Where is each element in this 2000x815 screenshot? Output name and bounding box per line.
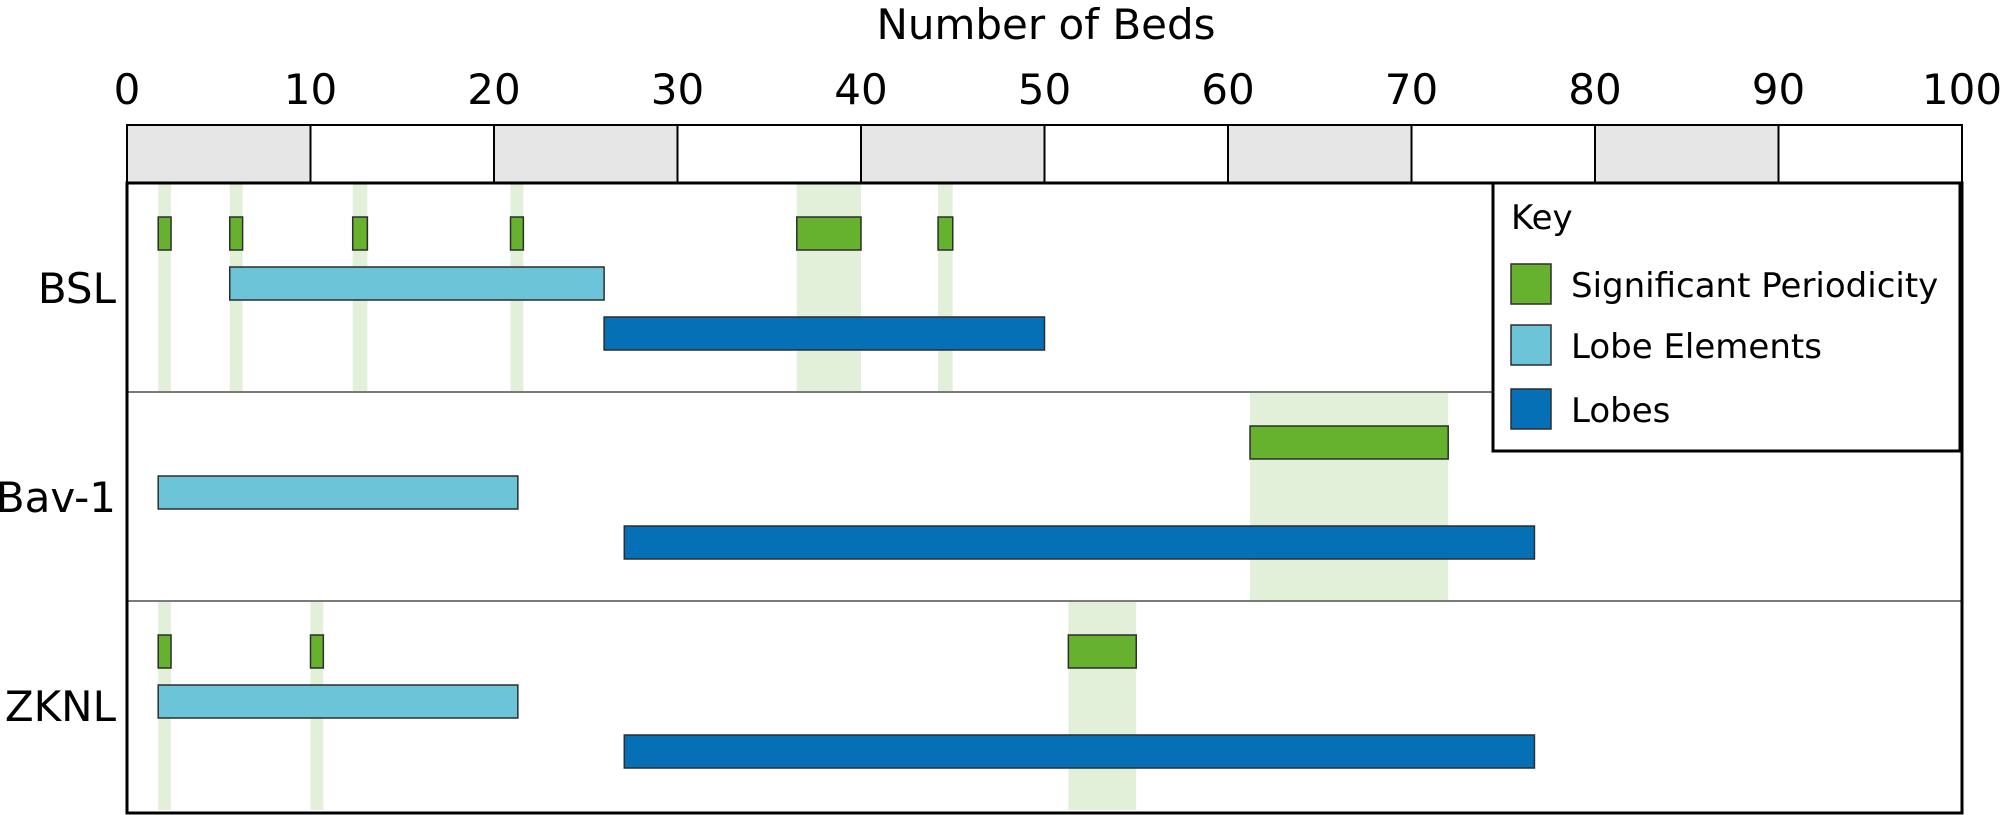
x-tick-label: 0 bbox=[114, 65, 141, 114]
significant-periodicity-bar bbox=[1067, 634, 1137, 669]
x-tick-label: 30 bbox=[651, 65, 704, 114]
scale-segment bbox=[860, 124, 1046, 184]
scale-segment bbox=[1777, 124, 1963, 184]
x-tick-label: 60 bbox=[1201, 65, 1254, 114]
bars bbox=[157, 216, 1536, 769]
significant-periodicity-bar bbox=[1249, 425, 1449, 460]
x-tick-label: 100 bbox=[1922, 65, 2000, 114]
x-tick-label: 70 bbox=[1385, 65, 1438, 114]
legend-label: Lobe Elements bbox=[1571, 327, 1822, 367]
legend-entries: Significant Periodicity Lobe Elements Lobe… bbox=[1510, 263, 1938, 431]
significant-periodicity-bar bbox=[157, 216, 172, 251]
scale-segment bbox=[1043, 124, 1229, 184]
x-axis-title: Number of Beds bbox=[876, 0, 1215, 49]
legend-label: Lobes bbox=[1571, 391, 1670, 431]
scale-bar: 0 10 20 30 40 50 60 70 80 90 100 bbox=[114, 65, 2000, 184]
periodicity-band bbox=[796, 183, 861, 392]
legend-swatch bbox=[1510, 263, 1552, 305]
x-tick-label: 80 bbox=[1568, 65, 1621, 114]
lobe-elements-bar bbox=[157, 475, 519, 510]
lobes-bar bbox=[623, 525, 1536, 560]
scale-segment bbox=[1594, 124, 1780, 184]
periodicity-band bbox=[158, 183, 172, 392]
lobe-elements-bar bbox=[229, 266, 605, 301]
lobes-bar bbox=[623, 734, 1536, 769]
row-labels: BSL Bav-1 ZKNL bbox=[0, 264, 117, 731]
scale-segment bbox=[676, 124, 862, 184]
legend-title: Key bbox=[1511, 198, 1573, 238]
legend-swatch bbox=[1510, 324, 1552, 366]
legend-box bbox=[1491, 181, 1962, 453]
plot-frame bbox=[125, 181, 1964, 815]
significant-periodicity-bar bbox=[351, 216, 369, 251]
significant-periodicity-bar bbox=[309, 634, 325, 669]
row-label: ZKNL bbox=[5, 682, 117, 731]
legend-swatch bbox=[1510, 388, 1552, 430]
plot-border bbox=[125, 181, 1964, 815]
significant-periodicity-bar bbox=[509, 216, 525, 251]
significant-periodicity-bar bbox=[157, 634, 172, 669]
periodicity-band bbox=[938, 183, 953, 392]
legend: Key Significant Periodicity Lobe Elements… bbox=[1491, 181, 1962, 453]
significant-periodicity-bar bbox=[796, 216, 862, 251]
x-tick-label: 90 bbox=[1752, 65, 1805, 114]
x-tick-label: 20 bbox=[467, 65, 520, 114]
periodicity-band bbox=[1068, 601, 1137, 810]
scale-segment bbox=[1227, 124, 1413, 184]
legend-label: Significant Periodicity bbox=[1571, 266, 1938, 306]
lobes-bar bbox=[603, 316, 1046, 351]
row-label: BSL bbox=[38, 264, 117, 313]
scale-segment bbox=[309, 124, 495, 184]
x-tick-label: 10 bbox=[284, 65, 337, 114]
x-tick-label: 50 bbox=[1018, 65, 1071, 114]
periodicity-band bbox=[1250, 392, 1449, 601]
significant-periodicity-bar bbox=[937, 216, 954, 251]
x-tick-label: 40 bbox=[834, 65, 887, 114]
lobe-elements-bar bbox=[157, 684, 519, 719]
row-label: Bav-1 bbox=[0, 473, 116, 522]
significant-periodicity-bar bbox=[229, 216, 244, 251]
scale-segment bbox=[493, 124, 679, 184]
scale-segment bbox=[1410, 124, 1596, 184]
scale-segment bbox=[126, 124, 312, 184]
